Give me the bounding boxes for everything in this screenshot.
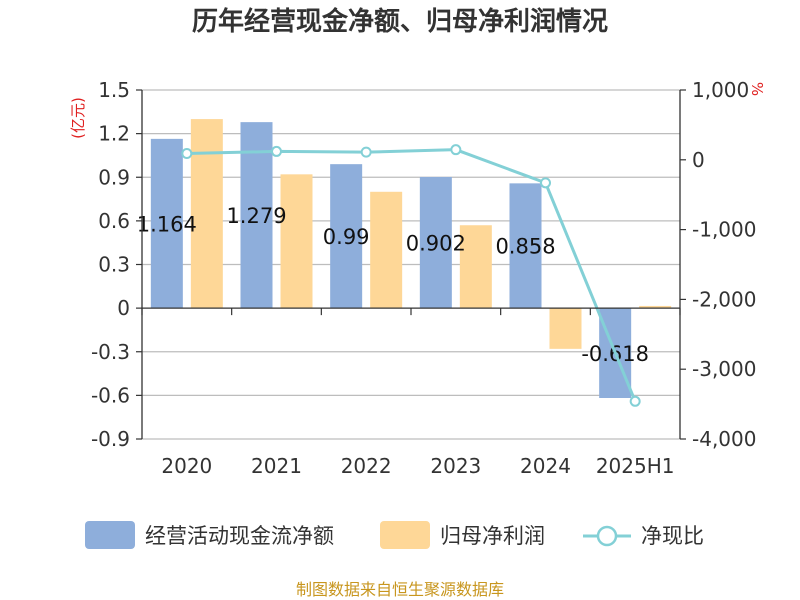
category-label: 2025H1	[596, 454, 675, 478]
line-point-ratio	[271, 145, 282, 157]
chart-title: 历年经营现金净额、归母净利润情况	[192, 6, 608, 37]
bar-cash-flow	[419, 176, 452, 309]
data-label: 0.902	[406, 232, 466, 256]
category-label: 2023	[430, 454, 481, 478]
legend-label-cash-flow: 经营活动现金流净额	[145, 524, 334, 548]
bar-net-profit	[459, 225, 492, 309]
left-tick-label: -0.6	[91, 383, 130, 407]
bar-net-profit	[370, 191, 403, 309]
left-tick-label: -0.9	[91, 427, 130, 451]
right-tick-label: -3,000	[692, 357, 756, 381]
data-label: 0.858	[495, 235, 555, 259]
right-tick-label: -2,000	[692, 287, 756, 311]
line-series-group	[181, 144, 641, 407]
legend-label-ratio: 净现比	[641, 524, 704, 548]
bar-cash-flow	[150, 138, 183, 309]
data-label: 1.279	[226, 204, 286, 228]
category-label: 2022	[341, 454, 392, 478]
bar-net-profit	[549, 308, 582, 349]
gridlines	[142, 89, 680, 440]
category-label: 2021	[251, 454, 302, 478]
right-tick-label: -1,000	[692, 218, 756, 242]
left-tick-label: 0.6	[98, 209, 130, 233]
data-label: 0.99	[323, 225, 370, 249]
legend: 经营活动现金流净额 归母净利润 净现比	[85, 521, 704, 549]
bar-cash-flow	[509, 183, 542, 309]
line-point-ratio	[450, 144, 462, 156]
left-tick-label: 0.9	[98, 165, 130, 189]
left-tick-label: 1.2	[98, 122, 130, 146]
legend-label-net-profit: 归母净利润	[440, 524, 545, 548]
right-axis-unit: %	[748, 82, 766, 96]
line-point-ratio	[360, 146, 372, 158]
bar-net-profit	[280, 174, 313, 309]
left-tick-label: 0.3	[98, 253, 130, 277]
bar-net-profit	[639, 305, 672, 309]
left-tick-label: -0.3	[91, 340, 130, 364]
right-tick-label: -4,000	[692, 427, 756, 451]
right-tick-label: 1,000	[692, 78, 749, 102]
legend-swatch-net-profit	[380, 521, 430, 549]
right-tick-label: 0	[692, 148, 705, 172]
left-tick-label: 0	[117, 296, 130, 320]
data-label: 1.164	[137, 212, 197, 236]
axes-group: 1.5 1.2 0.9 0.6 0.3 0 -0.3 -0.6 -0.9 1,000 0 -1,000…	[91, 78, 757, 478]
left-tick-label: 1.5	[98, 78, 130, 102]
line-ratio	[186, 148, 637, 402]
line-point-ratio	[540, 177, 551, 189]
line-point-ratio	[629, 395, 641, 407]
left-axis-unit: (亿元)	[69, 97, 87, 139]
bar-net-profit	[190, 119, 223, 309]
line-point-ratio	[181, 148, 193, 160]
bar-cash-flow	[330, 164, 363, 309]
source-note: 制图数据来自恒生聚源数据库	[296, 580, 504, 599]
category-label: 2020	[161, 454, 212, 478]
legend-marker-ratio	[596, 525, 618, 547]
category-label: 2024	[520, 454, 571, 478]
legend-swatch-cash-flow	[85, 521, 135, 549]
